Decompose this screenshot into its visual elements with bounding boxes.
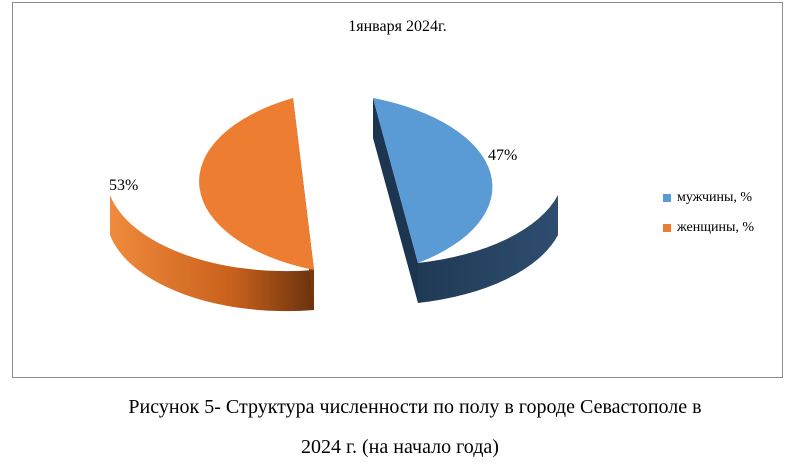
slice-women xyxy=(110,98,314,312)
slice-men-side xyxy=(418,195,558,303)
legend: мужчины, % женщины, % xyxy=(663,183,754,243)
chart-title: 1января 2024г. xyxy=(348,18,447,35)
legend-item-men: мужчины, % xyxy=(663,183,754,213)
figure-caption-line2: 2024 г. (на начало года) xyxy=(301,436,499,458)
slice-men xyxy=(373,98,558,303)
legend-swatch-women xyxy=(663,224,671,232)
data-label-women: 53% xyxy=(109,177,138,194)
legend-swatch-men xyxy=(663,194,671,202)
slice-women-side xyxy=(110,195,314,312)
legend-label-women: женщины, % xyxy=(677,220,755,235)
legend-label-men: мужчины, % xyxy=(677,190,753,205)
data-label-men: 47% xyxy=(488,147,517,164)
slice-men-cut xyxy=(373,98,418,303)
slice-men-top xyxy=(373,98,493,263)
slice-women-top xyxy=(199,98,314,270)
chart-frame: 1января 2024г. 47% 53% xyxy=(12,2,783,378)
pie-chart: 47% 53% xyxy=(109,98,558,312)
figure-caption-line1: Рисунок 5- Структура численности по полу… xyxy=(128,396,702,418)
legend-item-women: женщины, % xyxy=(663,213,754,243)
